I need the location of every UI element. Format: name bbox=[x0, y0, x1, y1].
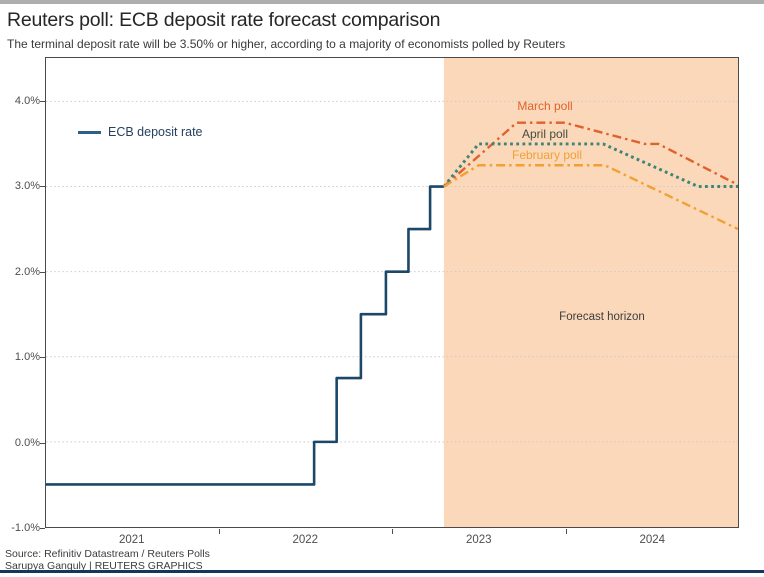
y-axis-tick bbox=[40, 442, 45, 444]
legend-label: ECB deposit rate bbox=[108, 125, 203, 139]
x-axis-label: 2021 bbox=[118, 534, 145, 546]
april-poll-label: April poll bbox=[521, 127, 569, 141]
legend-line-swatch bbox=[78, 130, 101, 134]
y-axis-label: 0.0% bbox=[14, 436, 40, 449]
credit-text: Sarupya Ganguly | REUTERS GRAPHICS bbox=[5, 560, 203, 572]
legend: ECB deposit rate bbox=[78, 125, 203, 139]
chart-canvas bbox=[46, 58, 738, 527]
y-axis-tick bbox=[40, 271, 45, 273]
y-axis-label: 1.0% bbox=[14, 351, 40, 364]
x-axis-label: 2024 bbox=[639, 534, 666, 546]
y-axis-tick bbox=[40, 100, 45, 102]
y-axis-label: 3.0% bbox=[14, 180, 40, 193]
x-axis-label: 2023 bbox=[465, 534, 492, 546]
y-axis-label: 4.0% bbox=[14, 94, 40, 107]
series-february-poll bbox=[443, 164, 738, 231]
top-border-strip bbox=[0, 0, 764, 4]
source-text: Source: Refinitiv Datastream / Reuters P… bbox=[5, 548, 210, 560]
x-axis-tick bbox=[565, 529, 567, 534]
chart-title: Reuters poll: ECB deposit rate forecast … bbox=[7, 9, 441, 31]
chart-subtitle: The terminal deposit rate will be 3.50% … bbox=[7, 37, 566, 51]
bottom-bar bbox=[0, 570, 764, 573]
x-axis-tick bbox=[392, 529, 393, 534]
chart-area: ECB deposit rate March poll April poll F… bbox=[45, 57, 739, 528]
february-poll-label: February poll bbox=[511, 148, 583, 162]
forecast-region bbox=[443, 58, 738, 527]
y-axis-label: 2.0% bbox=[14, 265, 40, 278]
x-axis-label: 2022 bbox=[292, 534, 319, 546]
y-axis-tick bbox=[40, 186, 45, 188]
march-poll-label: March poll bbox=[517, 99, 573, 113]
y-axis-label: -1.0% bbox=[11, 522, 40, 534]
series-april-poll bbox=[442, 142, 738, 189]
forecast-horizon-label: Forecast horizon bbox=[559, 311, 645, 323]
y-axis-tick bbox=[40, 357, 45, 359]
series-ecb-deposit-rate bbox=[46, 185, 444, 486]
x-axis-tick bbox=[218, 529, 220, 534]
series-march-poll bbox=[443, 121, 738, 188]
y-axis-tick bbox=[40, 528, 45, 529]
